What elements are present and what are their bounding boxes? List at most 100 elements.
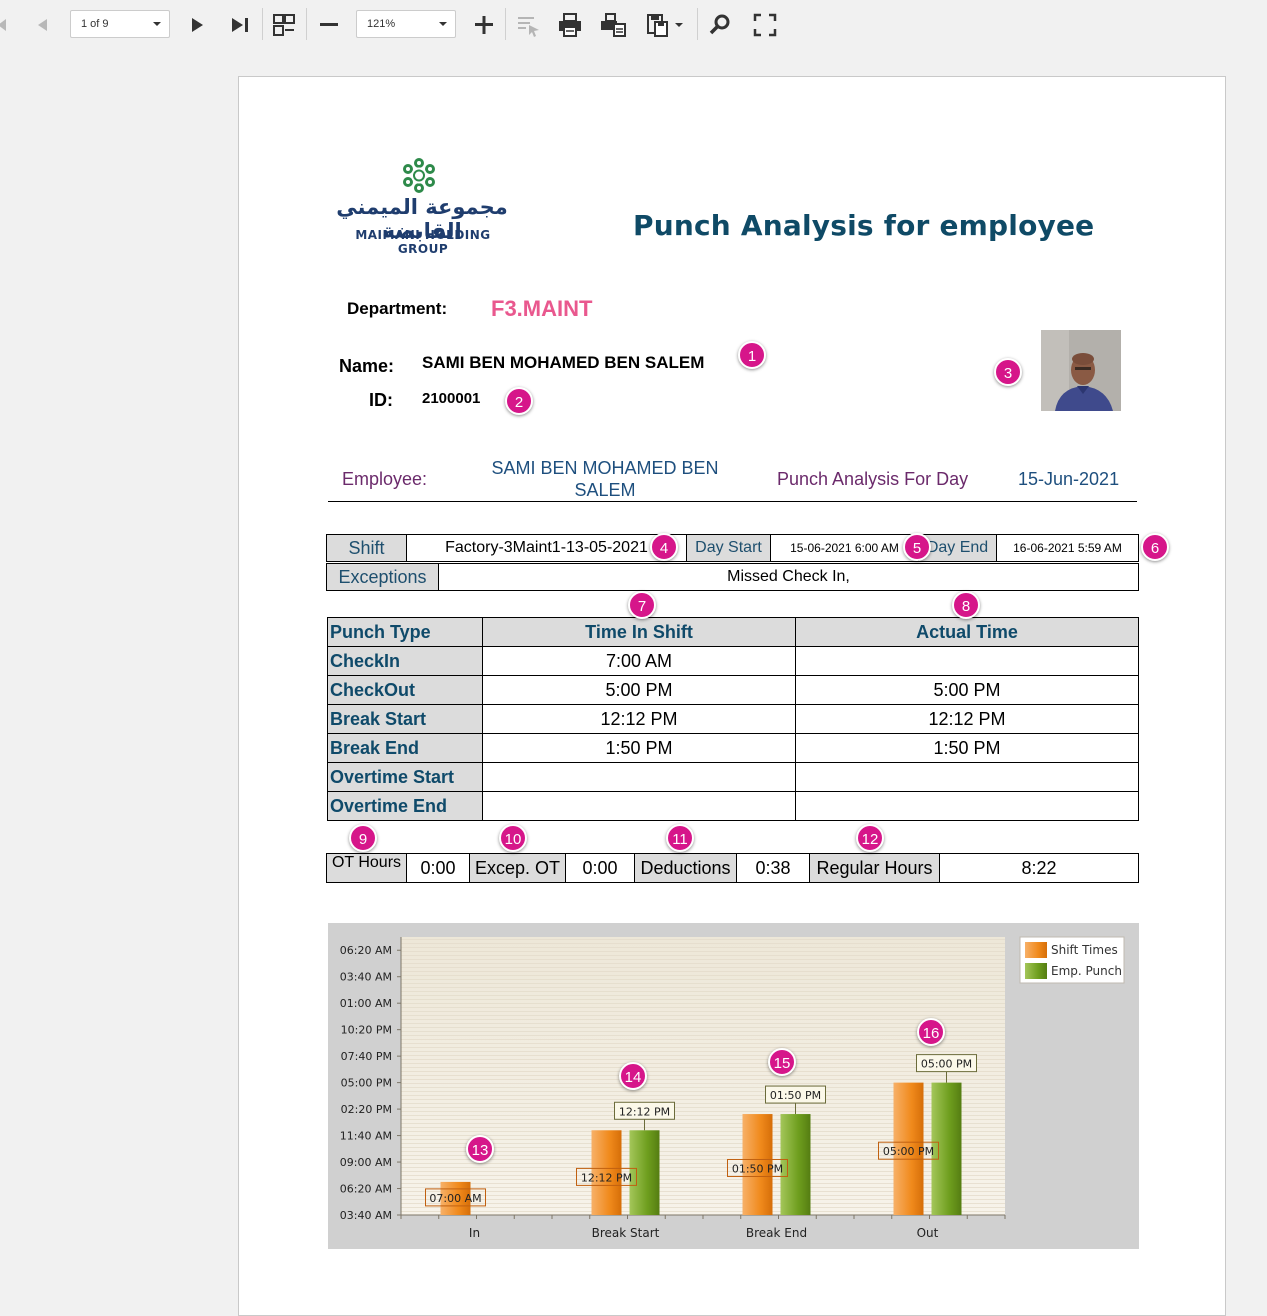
data-label: 12:12 PM bbox=[581, 1171, 632, 1184]
printer-icon bbox=[559, 13, 581, 37]
print-page-icon bbox=[601, 13, 626, 37]
punch-type-header: Punch Type bbox=[327, 617, 483, 647]
header-divider bbox=[328, 501, 1137, 502]
data-label-box bbox=[916, 1054, 977, 1073]
department-label: Department: bbox=[347, 299, 448, 318]
y-tick-label: 06:20 AM bbox=[340, 1183, 392, 1196]
id-label: ID: bbox=[369, 390, 393, 410]
chart-bar bbox=[780, 1114, 811, 1215]
print-button[interactable] bbox=[556, 10, 584, 40]
data-label: 05:00 PM bbox=[883, 1145, 934, 1158]
table-row: CheckIn 7:00 AM bbox=[327, 646, 1139, 676]
employee-name-line2: SALEM bbox=[574, 480, 636, 500]
fullscreen-icon bbox=[753, 13, 777, 37]
search-icon bbox=[709, 14, 730, 35]
punch-table: Punch Type Time In Shift Actual Time Che… bbox=[327, 617, 1139, 821]
multipage-view-button[interactable] bbox=[270, 10, 298, 40]
actual-time: 1:50 PM bbox=[795, 733, 1139, 763]
chevron-down-icon bbox=[153, 22, 161, 26]
table-row: CheckOut 5:00 PM 5:00 PM bbox=[327, 675, 1139, 705]
day-end-value: 16-06-2021 5:59 AM bbox=[996, 534, 1139, 562]
annotation-badge-2: 2 bbox=[505, 387, 533, 415]
name-label: Name: bbox=[339, 356, 395, 376]
punch-type: Break End bbox=[327, 733, 483, 763]
annotation-badge-13: 13 bbox=[466, 1135, 494, 1163]
x-tick-label: Break End bbox=[746, 1226, 807, 1240]
data-label: 01:50 PM bbox=[770, 1089, 821, 1102]
previous-page-button[interactable] bbox=[30, 10, 54, 40]
data-label-box bbox=[425, 1188, 486, 1207]
analysis-label: Punch Analysis For Day bbox=[777, 469, 969, 489]
next-page-button[interactable] bbox=[184, 10, 210, 40]
logo-english-text: MAIMANI HOLDING GROUP bbox=[355, 228, 491, 256]
annotation-badge-8: 8 bbox=[952, 591, 980, 619]
ot-hours-label: OT Hours bbox=[326, 853, 407, 883]
employee-value: SAMI BEN MOHAMED BEN SALEM bbox=[469, 457, 741, 501]
search-button[interactable] bbox=[706, 10, 734, 40]
avatar bbox=[1041, 330, 1121, 411]
chart-bar bbox=[591, 1130, 622, 1215]
regular-hours-value: 8:22 bbox=[939, 853, 1139, 883]
flower-logo-icon bbox=[403, 158, 435, 193]
chart-bar bbox=[742, 1114, 773, 1215]
day-end-label: Day End bbox=[918, 534, 997, 562]
actual-time-header: Actual Time bbox=[795, 617, 1139, 647]
highlight-editing-fields-button[interactable] bbox=[512, 10, 544, 40]
zoom-selector[interactable]: 121% bbox=[356, 10, 456, 38]
x-tick-label: Break Start bbox=[592, 1226, 660, 1240]
zoom-out-button[interactable] bbox=[314, 10, 344, 40]
print-page-button[interactable] bbox=[598, 10, 628, 40]
regular-hours-label: Regular Hours bbox=[809, 853, 940, 883]
data-label-box bbox=[576, 1167, 637, 1186]
data-label: 12:12 PM bbox=[619, 1105, 670, 1118]
zoom-value: 121% bbox=[367, 18, 396, 30]
data-label-box bbox=[614, 1101, 675, 1120]
punch-chart: 03:40 AM 06:20 AM 09:00 AM 11:40 AM 02:20 PM… bbox=[328, 923, 1139, 1249]
toolbar-separator bbox=[306, 8, 307, 40]
page-selector[interactable]: 1 of 9 bbox=[70, 10, 170, 38]
shift-table: Shift Factory-3Maint1-13-05-2021 Day Sta… bbox=[326, 534, 1139, 562]
data-label: 07:00 AM bbox=[429, 1192, 481, 1205]
chart-bar bbox=[629, 1130, 660, 1215]
day-start-value: 15-06-2021 6:00 AM bbox=[770, 534, 919, 562]
time-in-shift bbox=[482, 791, 796, 821]
fullscreen-button[interactable] bbox=[750, 10, 780, 40]
export-button[interactable] bbox=[642, 10, 686, 40]
actual-time bbox=[795, 646, 1139, 676]
exceptions-label: Exceptions bbox=[326, 563, 439, 591]
annotation-badge-1: 1 bbox=[738, 341, 766, 369]
time-in-shift: 1:50 PM bbox=[482, 733, 796, 763]
table-row: Break End 1:50 PM 1:50 PM bbox=[327, 733, 1139, 763]
punch-type: Overtime Start bbox=[327, 762, 483, 792]
deductions-label: Deductions bbox=[634, 853, 737, 883]
time-in-shift: 7:00 AM bbox=[482, 646, 796, 676]
shift-label: Shift bbox=[326, 534, 407, 562]
table-row: Break Start 12:12 PM 12:12 PM bbox=[327, 704, 1139, 734]
report-viewer-toolbar: 1 of 9 121% bbox=[0, 0, 1267, 50]
punch-type: Overtime End bbox=[327, 791, 483, 821]
first-page-button[interactable] bbox=[0, 10, 10, 40]
y-tick-label: 11:40 AM bbox=[340, 1130, 392, 1143]
data-label-box bbox=[878, 1141, 939, 1160]
zoom-in-button[interactable] bbox=[470, 10, 498, 40]
chevron-down-icon bbox=[675, 23, 683, 27]
exceptions-value: Missed Check In, bbox=[438, 563, 1139, 591]
employee-label: Employee: bbox=[342, 469, 428, 489]
analysis-date: 15-Jun-2021 bbox=[1018, 469, 1120, 489]
y-tick-label: 06:20 AM bbox=[340, 944, 392, 957]
actual-time bbox=[795, 791, 1139, 821]
legend-label-punch: Emp. Punch bbox=[1051, 964, 1122, 978]
punch-type: CheckOut bbox=[327, 675, 483, 705]
time-in-shift: 12:12 PM bbox=[482, 704, 796, 734]
legend-label-shift: Shift Times bbox=[1051, 943, 1118, 957]
excep-ot-label: Excep. OT bbox=[469, 853, 566, 883]
last-page-button[interactable] bbox=[226, 10, 254, 40]
shift-value: Factory-3Maint1-13-05-2021 bbox=[406, 534, 687, 562]
edit-fields-icon bbox=[518, 17, 539, 37]
data-label: 01:50 PM bbox=[732, 1162, 783, 1175]
employee-photo bbox=[1041, 330, 1121, 411]
minus-icon bbox=[320, 23, 338, 26]
y-tick-label: 07:40 PM bbox=[341, 1050, 392, 1063]
toolbar-separator bbox=[697, 8, 698, 40]
annotation-badge-7: 7 bbox=[628, 591, 656, 619]
